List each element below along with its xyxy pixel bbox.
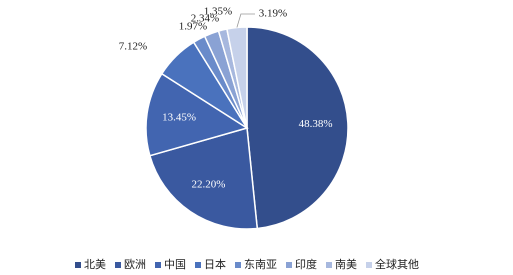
data-label: 2.34% (191, 13, 219, 25)
legend-swatch (235, 262, 241, 268)
legend-swatch (366, 262, 372, 268)
data-label: 1.35% (204, 6, 232, 18)
data-label: 22.20% (192, 178, 226, 190)
legend-swatch (155, 262, 161, 268)
legend-label: 欧洲 (124, 258, 146, 271)
data-label: 7.12% (119, 41, 147, 53)
legend-label: 印度 (295, 257, 317, 271)
legend-swatch (195, 262, 201, 268)
legend-label: 东南亚 (244, 258, 277, 271)
legend-label: 南美 (335, 258, 357, 271)
legend-swatch (326, 262, 332, 268)
leader-line (236, 13, 255, 28)
pie-slice (148, 127, 259, 230)
legend-swatch (115, 262, 121, 268)
pie-slice (226, 26, 248, 129)
data-label: 3.19% (259, 8, 287, 20)
data-label: 13.45% (162, 112, 196, 124)
legend-label: 北美 (84, 258, 106, 271)
data-label: 1.97% (179, 21, 207, 33)
legend-swatch (75, 262, 81, 268)
legend-label: 日本 (204, 257, 226, 271)
pie-slice (246, 26, 349, 230)
pie-slice (145, 72, 249, 157)
legend-label: 全球其他 (375, 257, 419, 271)
legend-label: 中国 (164, 258, 186, 271)
data-label: 48.38% (299, 118, 333, 130)
legend-swatch (286, 262, 292, 268)
